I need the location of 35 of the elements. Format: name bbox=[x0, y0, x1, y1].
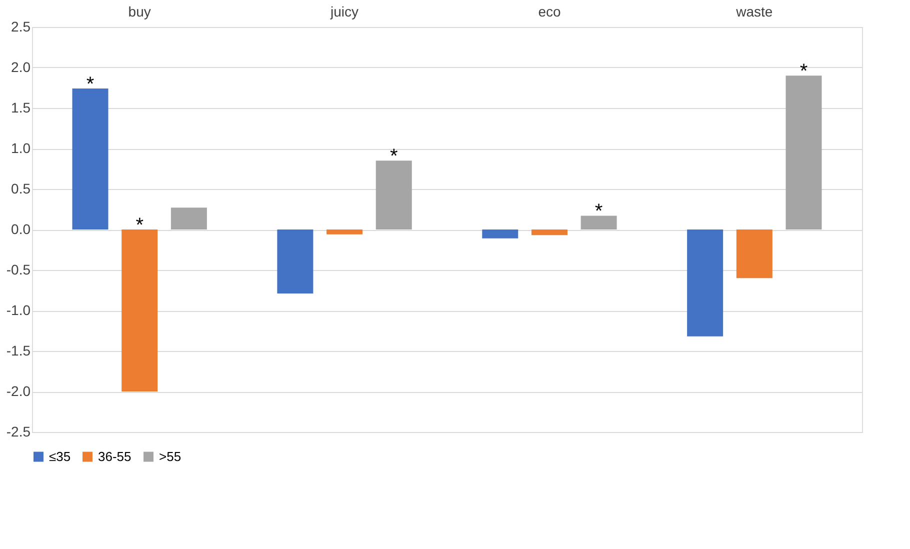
bar bbox=[72, 88, 108, 230]
data-label: * bbox=[800, 60, 808, 83]
legend-label: 36-55 bbox=[98, 448, 132, 464]
x-tick-label: eco bbox=[538, 4, 561, 20]
y-tick-label: 1.0 bbox=[11, 140, 31, 156]
y-tick-label: 0.0 bbox=[11, 221, 31, 237]
bar bbox=[531, 230, 568, 236]
bar bbox=[736, 230, 772, 278]
bar bbox=[277, 230, 314, 294]
data-label: * bbox=[390, 146, 398, 168]
legend-label: >55 bbox=[159, 448, 182, 464]
y-tick-label: -2.0 bbox=[6, 383, 31, 399]
x-tick-label: juicy bbox=[330, 4, 359, 20]
data-label: * bbox=[594, 200, 603, 223]
bar bbox=[170, 208, 207, 230]
bar bbox=[326, 230, 363, 234]
y-tick-label: -0.5 bbox=[6, 262, 31, 278]
bar bbox=[786, 76, 822, 230]
x-tick-label: waste bbox=[735, 4, 773, 20]
bar bbox=[687, 230, 724, 336]
y-tick-label: 2.5 bbox=[11, 18, 31, 34]
data-label: * bbox=[86, 74, 94, 96]
legend-label: ≤35 bbox=[49, 448, 71, 464]
bar bbox=[482, 230, 518, 238]
y-tick-label: -2.5 bbox=[6, 424, 31, 440]
x-tick-label: buy bbox=[128, 4, 151, 20]
y-tick-label: 0.5 bbox=[11, 180, 31, 196]
bar bbox=[376, 160, 412, 230]
y-tick-label: -1.5 bbox=[6, 342, 31, 358]
bar bbox=[122, 230, 158, 392]
data-label: * bbox=[136, 214, 144, 236]
bar bbox=[580, 216, 617, 230]
y-tick-label: 1.5 bbox=[11, 100, 31, 116]
y-tick-label: 2.0 bbox=[11, 59, 31, 75]
y-tick-label: -1.0 bbox=[6, 302, 31, 318]
